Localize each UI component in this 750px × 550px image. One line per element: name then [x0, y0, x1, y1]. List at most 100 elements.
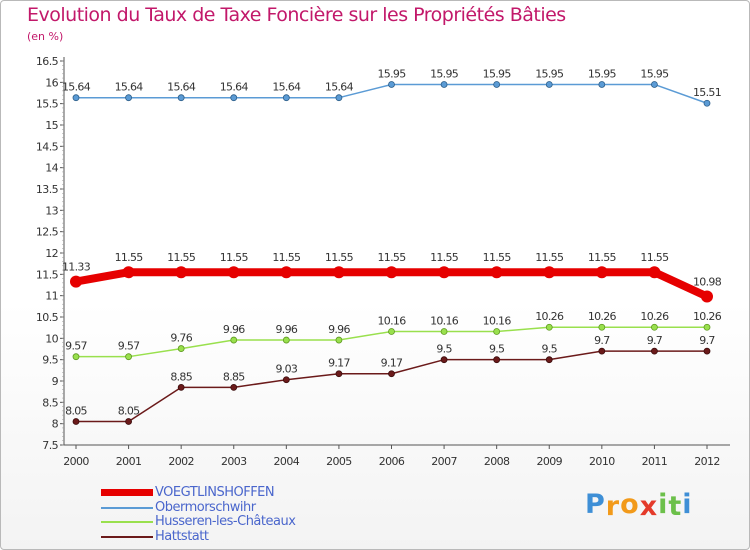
data-point-husseren-les-ch-teaux [440, 328, 448, 335]
data-label-obermorschwihr: 15.95 [483, 67, 512, 80]
data-label-voegtlinshoffen: 11.55 [430, 251, 459, 264]
data-label-husseren-les-ch-teaux: 9.76 [170, 332, 192, 345]
data-label-obermorschwihr: 15.95 [378, 67, 407, 80]
y-tick-label: 14.5 [36, 140, 59, 153]
data-label-voegtlinshoffen: 11.55 [535, 251, 564, 264]
x-tick-label: 2000 [63, 455, 89, 468]
data-label-hattstatt: 8.85 [223, 370, 245, 383]
y-tick-label: 8 [52, 418, 59, 431]
data-point-voegtlinshoffen [122, 266, 135, 279]
data-point-obermorschwihr [282, 94, 290, 102]
logo-letter: r [605, 491, 621, 522]
data-label-voegtlinshoffen: 10.98 [693, 276, 722, 289]
data-label-hattstatt: 9.7 [594, 334, 610, 347]
data-point-voegtlinshoffen [385, 266, 398, 279]
data-point-hattstatt [125, 418, 132, 425]
x-tick-label: 2012 [694, 455, 720, 468]
data-point-obermorschwihr [440, 81, 448, 88]
data-label-voegtlinshoffen: 11.33 [62, 261, 91, 274]
data-label-voegtlinshoffen: 11.55 [325, 251, 354, 264]
data-label-husseren-les-ch-teaux: 9.57 [65, 340, 87, 353]
logo-letter: x [639, 491, 659, 522]
data-point-husseren-les-ch-teaux [72, 353, 80, 361]
data-point-hattstatt [388, 370, 395, 378]
data-label-obermorschwihr: 15.64 [272, 81, 301, 94]
y-tick-label: 7.5 [42, 439, 58, 452]
y-tick-label: 9.5 [42, 354, 58, 367]
y-tick-label: 16.5 [36, 55, 59, 68]
legend-label-voegtlinshoffen: VOEGTLINSHOFFEN [155, 485, 275, 500]
data-point-hattstatt [282, 376, 290, 384]
data-label-hattstatt: 9.5 [542, 343, 558, 356]
data-label-hattstatt: 8.05 [65, 405, 87, 418]
data-label-husseren-les-ch-teaux: 10.16 [430, 315, 459, 328]
x-tick-label: 2003 [221, 455, 247, 468]
data-label-obermorschwihr: 15.95 [535, 67, 564, 80]
data-point-husseren-les-ch-teaux [177, 345, 185, 352]
data-label-hattstatt: 9.03 [275, 363, 297, 376]
y-tick-label: 12.5 [36, 226, 59, 239]
data-label-husseren-les-ch-teaux: 9.96 [275, 323, 297, 336]
data-label-obermorschwihr: 15.95 [430, 67, 459, 80]
data-label-hattstatt: 8.05 [118, 405, 140, 418]
data-point-obermorschwihr [335, 94, 343, 102]
data-label-husseren-les-ch-teaux: 10.16 [378, 315, 407, 328]
y-tick-label: 10.5 [36, 311, 59, 324]
data-point-hattstatt [545, 356, 553, 364]
data-label-voegtlinshoffen: 11.55 [167, 251, 196, 264]
data-label-husseren-les-ch-teaux: 9.96 [328, 323, 350, 336]
data-point-voegtlinshoffen [595, 266, 608, 279]
data-point-obermorschwihr [125, 94, 132, 102]
data-label-obermorschwihr: 15.64 [325, 81, 354, 94]
chart-title: Evolution du Taux de Taxe Foncière sur l… [27, 4, 566, 26]
data-point-husseren-les-ch-teaux [703, 323, 711, 331]
data-point-hattstatt [493, 356, 501, 364]
data-label-obermorschwihr: 15.64 [167, 81, 196, 94]
data-point-voegtlinshoffen [701, 290, 713, 303]
data-label-husseren-les-ch-teaux: 10.26 [640, 310, 669, 323]
data-point-voegtlinshoffen [332, 266, 345, 279]
data-label-husseren-les-ch-teaux: 9.96 [223, 323, 245, 336]
y-tick-label: 15.5 [36, 98, 59, 111]
legend-swatch-husseren [101, 521, 153, 523]
data-label-obermorschwihr: 15.95 [588, 67, 617, 80]
y-tick-label: 11 [45, 290, 58, 303]
y-tick-label: 13 [45, 204, 58, 217]
data-label-obermorschwihr: 15.95 [640, 67, 669, 80]
data-point-husseren-les-ch-teaux [230, 336, 238, 344]
data-point-voegtlinshoffen [438, 266, 451, 279]
y-tick-label: 10 [45, 332, 58, 345]
logo-letter: P [585, 489, 606, 520]
data-point-voegtlinshoffen [70, 275, 82, 288]
data-point-voegtlinshoffen [490, 266, 503, 279]
data-label-hattstatt: 9.5 [489, 343, 505, 356]
x-tick-label: 2004 [274, 455, 300, 468]
y-tick-label: 16 [45, 76, 58, 89]
data-label-voegtlinshoffen: 11.55 [588, 251, 617, 264]
data-label-hattstatt: 9.7 [647, 334, 663, 347]
data-point-hattstatt [703, 347, 711, 355]
chart-subtitle: (en %) [27, 30, 64, 43]
y-tick-label: 9 [52, 375, 59, 388]
data-label-voegtlinshoffen: 11.55 [483, 251, 512, 264]
legend-swatch-hattstatt [101, 535, 153, 538]
data-label-voegtlinshoffen: 11.55 [115, 251, 144, 264]
data-point-hattstatt [177, 383, 185, 391]
data-label-obermorschwihr: 15.64 [220, 81, 249, 94]
data-label-hattstatt: 9.7 [699, 334, 715, 347]
data-point-husseren-les-ch-teaux [493, 328, 501, 335]
data-point-husseren-les-ch-teaux [388, 328, 395, 335]
data-point-obermorschwihr [493, 81, 501, 88]
logo-letter: o [620, 489, 640, 520]
data-label-obermorschwihr: 15.64 [62, 81, 91, 94]
data-label-hattstatt: 9.17 [381, 357, 403, 370]
data-label-hattstatt: 9.5 [436, 343, 452, 356]
data-label-obermorschwihr: 15.64 [115, 81, 144, 94]
x-tick-label: 2009 [536, 455, 562, 468]
data-label-voegtlinshoffen: 11.55 [640, 251, 669, 264]
data-point-obermorschwihr [230, 94, 238, 102]
logo-letter: i [658, 489, 669, 520]
data-point-hattstatt [598, 347, 606, 355]
data-point-voegtlinshoffen [175, 266, 188, 279]
